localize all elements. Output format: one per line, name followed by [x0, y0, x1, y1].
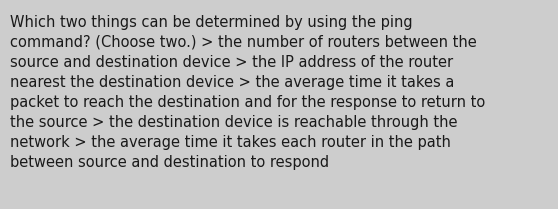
Text: Which two things can be determined by using the ping
command? (Choose two.) > th: Which two things can be determined by us… — [10, 15, 485, 170]
